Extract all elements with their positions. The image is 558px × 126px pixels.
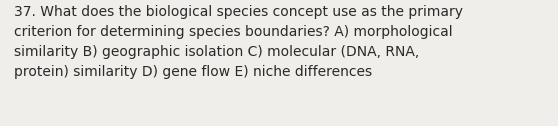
Text: 37. What does the biological species concept use as the primary
criterion for de: 37. What does the biological species con… xyxy=(14,5,463,79)
